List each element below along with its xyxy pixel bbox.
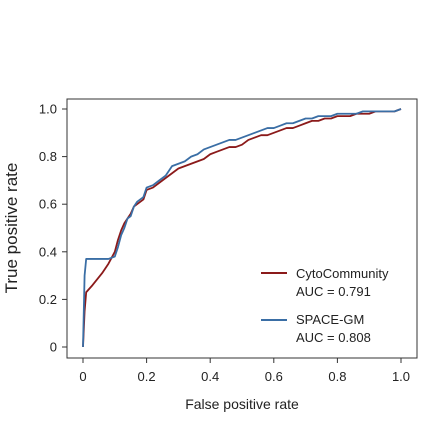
- legend: CytoCommunity AUC = 0.791 SPACE-GM AUC =…: [261, 266, 389, 345]
- x-axis-title: False positive rate: [185, 396, 299, 412]
- y-tick-label: 0.8: [39, 149, 57, 164]
- x-tick-label: 1.0: [392, 369, 410, 384]
- y-axis-ticks: 0 0.2 0.4 0.6 0.8 1.0: [39, 102, 67, 355]
- y-tick-label: 0.6: [39, 197, 57, 212]
- x-tick-label: 0: [79, 369, 86, 384]
- series-layer: [82, 108, 402, 348]
- x-axis-ticks: 0 0.2 0.4 0.6 0.8 1.0: [79, 358, 410, 384]
- y-tick-label: 0.4: [39, 244, 57, 259]
- y-tick-label: 0.2: [39, 292, 57, 307]
- y-axis-title: True positive rate: [2, 163, 21, 294]
- x-tick-label: 0.2: [138, 369, 156, 384]
- legend-auc-cytocommunity: AUC = 0.791: [296, 284, 371, 299]
- y-tick-label: 0: [50, 340, 57, 355]
- series-line-space-gm: [82, 108, 402, 348]
- legend-auc-space-gm: AUC = 0.808: [296, 330, 371, 345]
- legend-label-space-gm: SPACE-GM: [296, 312, 364, 327]
- plot-frame: [66, 98, 418, 359]
- legend-label-cytocommunity: CytoCommunity: [296, 266, 389, 281]
- x-tick-label: 0.6: [265, 369, 283, 384]
- x-tick-label: 0.4: [201, 369, 219, 384]
- x-tick-label: 0.8: [328, 369, 346, 384]
- y-tick-label: 1.0: [39, 102, 57, 117]
